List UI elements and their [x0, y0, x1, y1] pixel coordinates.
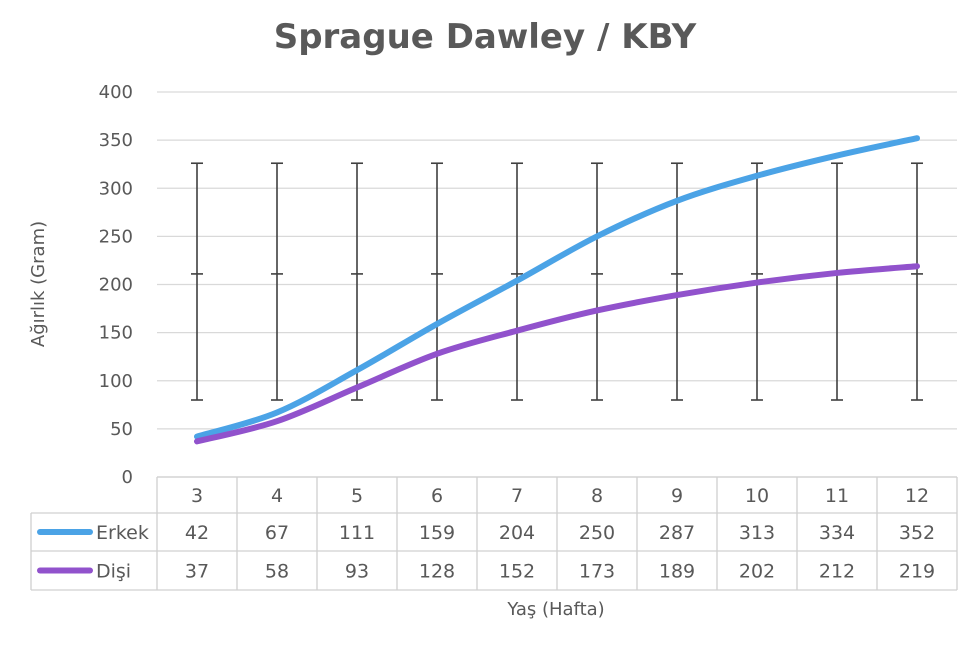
y-tick-label: 0: [122, 467, 133, 488]
error-bar: [831, 162, 843, 401]
error-bar: [431, 162, 443, 401]
x-tick-label: 6: [431, 485, 443, 507]
table-value: 313: [739, 522, 775, 544]
x-tick-label: 10: [745, 485, 769, 507]
table-value: 189: [659, 561, 695, 583]
legend-label: Erkek: [96, 522, 149, 544]
error-bar: [351, 162, 363, 401]
y-tick-label: 400: [99, 82, 133, 103]
table-value: 42: [185, 522, 209, 544]
error-bar: [191, 162, 203, 401]
table-value: 93: [345, 561, 369, 583]
x-tick-label: 8: [591, 485, 603, 507]
series-line-dişi: [194, 263, 920, 445]
y-tick-label: 50: [110, 419, 133, 440]
table-value: 352: [899, 522, 935, 544]
table-value: 37: [185, 561, 209, 583]
y-axis-title: Ağırlık (Gram): [28, 221, 49, 347]
table-value: 334: [819, 522, 855, 544]
x-tick-label: 5: [351, 485, 363, 507]
y-tick-label: 300: [99, 178, 133, 199]
error-bars: [191, 162, 923, 401]
x-tick-label: 12: [905, 485, 929, 507]
legend-label: Dişi: [96, 561, 131, 583]
x-axis-title: Yaş (Hafta): [506, 599, 604, 620]
error-bar: [591, 162, 603, 401]
y-tick-label: 350: [99, 130, 133, 151]
table-value: 212: [819, 561, 855, 583]
series-lines: [194, 135, 920, 445]
table-value: 204: [499, 522, 535, 544]
table-value: 287: [659, 522, 695, 544]
x-tick-label: 11: [825, 485, 849, 507]
error-bar: [911, 162, 923, 401]
table-value: 250: [579, 522, 615, 544]
x-tick-label: 7: [511, 485, 523, 507]
y-tick-label: 200: [99, 275, 133, 296]
table-value: 128: [419, 561, 455, 583]
error-bar: [271, 162, 283, 401]
gridlines: [157, 91, 957, 478]
table-value: 159: [419, 522, 455, 544]
y-axis-ticks: 0 50 100 150 200 250 300 350 400: [99, 82, 133, 488]
x-tick-label: 3: [191, 485, 203, 507]
table-value: 152: [499, 561, 535, 583]
y-tick-label: 150: [99, 323, 133, 344]
y-tick-label: 250: [99, 226, 133, 247]
table-value: 111: [339, 522, 375, 544]
table-value: 58: [265, 561, 289, 583]
table-value: 202: [739, 561, 775, 583]
table-value: 173: [579, 561, 615, 583]
x-tick-label: 9: [671, 485, 683, 507]
table-value: 219: [899, 561, 935, 583]
table-value: 67: [265, 522, 289, 544]
chart-title: Sprague Dawley / KBY: [274, 17, 697, 57]
y-tick-label: 100: [99, 371, 133, 392]
x-tick-label: 4: [271, 485, 283, 507]
series-line-erkek: [194, 135, 920, 440]
